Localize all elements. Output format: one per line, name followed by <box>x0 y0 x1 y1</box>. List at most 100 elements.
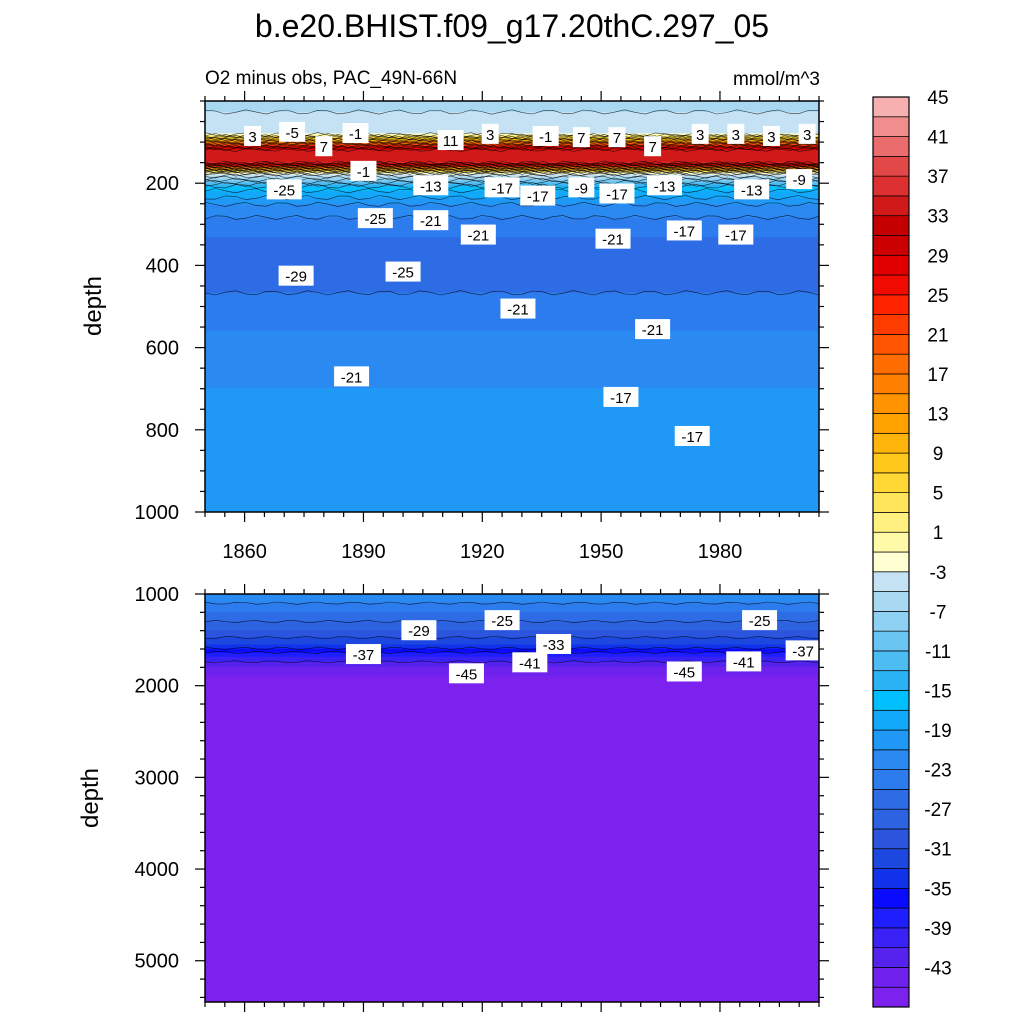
contour-label-box <box>244 125 262 146</box>
contour-label-text: -17 <box>491 180 513 197</box>
x-tick-label: 1980 <box>698 541 743 563</box>
colorbar-label: 17 <box>927 365 948 386</box>
contour-label: -9 <box>786 169 813 190</box>
contour-label: 3 <box>727 123 745 144</box>
contour-label-box <box>647 175 683 196</box>
contour-label: -1 <box>532 125 559 146</box>
contour-label-text: 7 <box>648 139 656 156</box>
contour-label-box <box>385 261 421 282</box>
colorbar-label: 41 <box>927 128 948 149</box>
colorbar-swatch <box>872 690 910 711</box>
colorbar-swatch <box>872 472 910 494</box>
contour-label: -21 <box>635 319 671 340</box>
colorbar-label: 33 <box>927 207 948 228</box>
contour-label-box <box>785 640 821 661</box>
colorbar-swatch <box>872 215 910 236</box>
contour-label: -21 <box>460 224 496 245</box>
contour-label-box <box>718 224 754 245</box>
lower-plot-frame <box>204 593 820 1003</box>
colorbar-swatch <box>872 789 910 810</box>
colorbar-swatch <box>872 254 910 276</box>
contour-label-box <box>413 210 449 231</box>
contour-label-text: -13 <box>654 178 676 195</box>
y-tick-label: 200 <box>146 173 179 195</box>
colorbar-swatch <box>872 274 910 296</box>
contour-label: 11 <box>437 130 464 151</box>
contour-label-text: -1 <box>539 129 552 146</box>
y-tick-label: 400 <box>146 255 179 277</box>
contour-label: 7 <box>644 136 662 157</box>
contour-label: -33 <box>536 633 572 654</box>
lower-contour-labels: -37-29-45-25-41-33-45-41-25-37 <box>345 610 821 684</box>
contour-label-text: 11 <box>443 133 459 150</box>
contour-label-text: -17 <box>527 189 549 206</box>
contour-label-text: -13 <box>420 178 442 195</box>
colorbar-label: -15 <box>924 681 951 702</box>
contour-label-box <box>437 130 464 151</box>
contour-line <box>204 163 820 170</box>
lower-contour-lines <box>204 601 820 664</box>
contour-label-box <box>350 160 377 181</box>
contour-label-text: -21 <box>642 322 664 339</box>
contour-label-text: 3 <box>803 127 811 144</box>
contour-label: -17 <box>603 386 639 407</box>
contour-label-box <box>357 208 393 229</box>
colorbar-swatch <box>872 927 910 949</box>
contour-line <box>204 134 820 141</box>
contour-label-text: -17 <box>610 390 632 407</box>
x-tick-label: 1860 <box>222 541 267 563</box>
contour-label-text: -13 <box>741 182 763 199</box>
upper-y-axis-label: depth <box>80 276 107 336</box>
colorbar-swatch <box>872 749 910 770</box>
contour-label-box <box>572 127 590 148</box>
contour-label-text: -29 <box>408 623 430 640</box>
colorbar-swatch <box>872 828 910 850</box>
colorbar-swatch <box>872 235 910 256</box>
colorbar-swatch <box>872 531 910 553</box>
lower-panel: -37-29-45-25-41-33-45-41-25-37 100020003… <box>77 584 829 1012</box>
contour-label-text: 3 <box>486 127 494 144</box>
contour-label-text: -5 <box>285 125 298 142</box>
contour-label: -17 <box>484 177 520 198</box>
contour-label-text: 3 <box>696 127 704 144</box>
contour-label-text: 3 <box>732 127 740 144</box>
contour-line <box>204 290 820 296</box>
contour-label-box <box>536 633 572 654</box>
contour-label-text: -25 <box>364 211 386 228</box>
colorbar-swatch <box>872 808 910 830</box>
contour-label: -25 <box>357 208 393 229</box>
y-tick-label: 1000 <box>135 502 180 524</box>
colorbar-swatch <box>872 591 910 612</box>
contour-label-text: -41 <box>519 655 541 672</box>
colorbar-label: -3 <box>930 563 947 584</box>
contour-label-box <box>315 136 333 157</box>
colorbar-swatch <box>872 116 910 137</box>
colorbar-swatch <box>872 630 910 652</box>
colorbar-swatch <box>872 334 910 355</box>
contour-label: -29 <box>401 620 437 641</box>
colorbar-label: 29 <box>927 246 948 267</box>
colorbar-label: 45 <box>927 88 948 109</box>
chart-title: b.e20.BHIST.f09_g17.20thC.297_05 <box>255 8 769 44</box>
contour-label-box <box>342 123 369 144</box>
colorbar-label: -31 <box>924 840 951 861</box>
y-tick-label: 5000 <box>135 951 180 973</box>
contour-label-text: -45 <box>456 666 478 683</box>
contour-label: 7 <box>608 127 626 148</box>
colorbar-swatch <box>872 967 910 988</box>
contour-label-text: -21 <box>467 228 489 245</box>
contour-line <box>204 170 820 176</box>
contour-label-box <box>666 220 702 241</box>
contour-label-box <box>520 185 556 206</box>
colorbar-swatch <box>872 294 910 315</box>
colorbar-swatch <box>872 729 910 751</box>
contour-label: 3 <box>244 125 262 146</box>
contour-label: -45 <box>666 661 702 682</box>
contour-line <box>204 141 820 147</box>
colorbar-label: 21 <box>927 325 948 346</box>
contour-label-text: -17 <box>673 223 695 240</box>
contour-label-box <box>798 123 816 144</box>
contour-label-text: -1 <box>357 164 370 181</box>
contour-label-box <box>674 425 710 446</box>
contour-label: -21 <box>413 210 449 231</box>
